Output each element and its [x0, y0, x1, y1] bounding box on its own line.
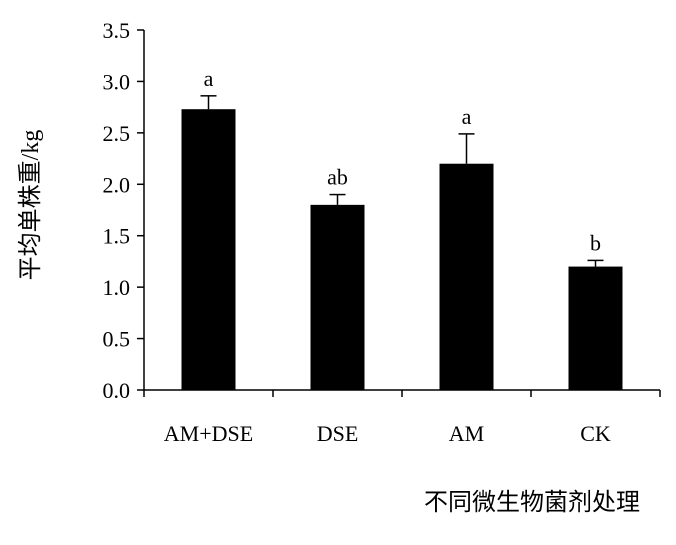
y-tick-label: 2.5: [103, 121, 131, 146]
bar: [568, 266, 623, 390]
y-tick-label: 3.0: [103, 69, 131, 94]
x-tick-label: AM: [449, 421, 484, 446]
x-tick-label: CK: [580, 421, 611, 446]
y-tick-label: 1.0: [103, 275, 131, 300]
y-tick-label: 0.0: [103, 378, 131, 403]
x-tick-label: AM+DSE: [164, 421, 253, 446]
x-axis-label: 不同微生物菌剂处理: [424, 489, 640, 516]
significance-label: a: [204, 66, 214, 91]
bar: [439, 163, 494, 390]
significance-label: b: [590, 230, 601, 255]
y-tick-label: 1.5: [103, 224, 131, 249]
y-tick-label: 3.5: [103, 18, 131, 43]
plot-area: 0.0 0.5 1.0 1.5 2.0 2.5 3.0 3.5 a AM+DSE ab DSE a AM b…: [103, 18, 661, 446]
y-tick-label: 0.5: [103, 327, 131, 352]
y-tick-label: 2.0: [103, 172, 131, 197]
x-tick-label: DSE: [317, 421, 359, 446]
bar: [181, 109, 236, 390]
significance-label: a: [462, 104, 472, 129]
bar: [310, 204, 365, 390]
y-axis-label: 平均单株重/kg: [17, 130, 44, 281]
significance-label: ab: [327, 165, 348, 190]
